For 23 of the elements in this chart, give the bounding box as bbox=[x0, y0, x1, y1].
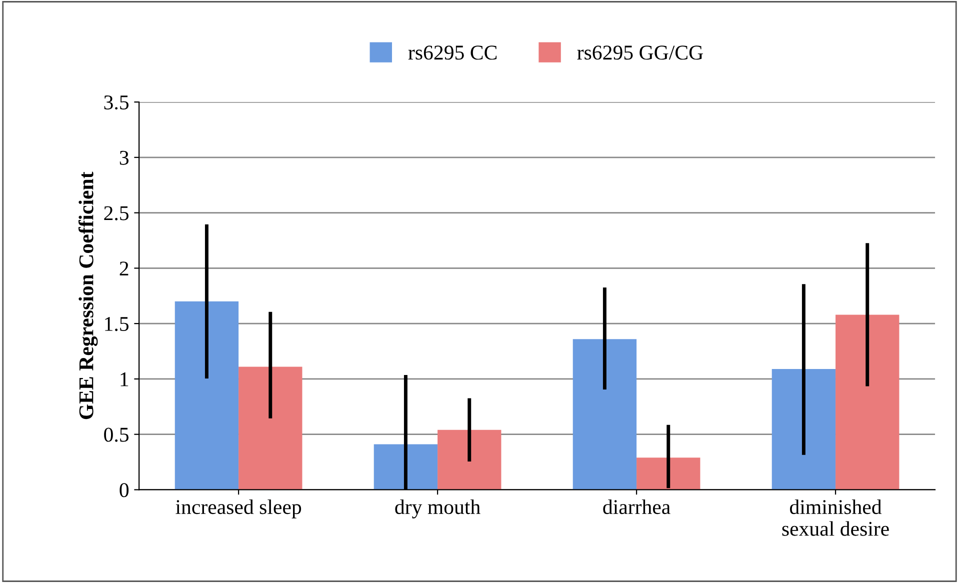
y-tick-label: 0.5 bbox=[104, 428, 129, 442]
bar bbox=[174, 301, 239, 490]
y-tick-label: 3.5 bbox=[104, 95, 129, 110]
y-tick-label: 3 bbox=[120, 150, 129, 165]
x-tick-label: diminished sexual desire bbox=[782, 499, 889, 536]
bar bbox=[438, 430, 502, 490]
legend-label: rs6295 GG/CG bbox=[577, 46, 703, 60]
bar bbox=[636, 458, 700, 490]
bar bbox=[374, 444, 438, 490]
x-tick-label: increased sleep bbox=[176, 499, 302, 518]
bar bbox=[772, 368, 836, 490]
bar bbox=[238, 366, 302, 490]
y-tick-label: 1.5 bbox=[105, 317, 129, 332]
legend-label: rs6295 CC bbox=[408, 46, 497, 60]
y-tick-label: 2.5 bbox=[104, 206, 129, 220]
x-tick-label: diarrhea bbox=[603, 499, 670, 514]
x-tick-label: dry mouth bbox=[395, 499, 480, 518]
y-tick-label: 0 bbox=[120, 483, 129, 498]
y-axis-title: GEE Regression Coefficient bbox=[78, 172, 98, 420]
bar bbox=[836, 314, 900, 490]
y-tick-label: 1 bbox=[120, 372, 128, 386]
y-tick-label: 2 bbox=[120, 262, 128, 276]
bar bbox=[572, 339, 637, 490]
